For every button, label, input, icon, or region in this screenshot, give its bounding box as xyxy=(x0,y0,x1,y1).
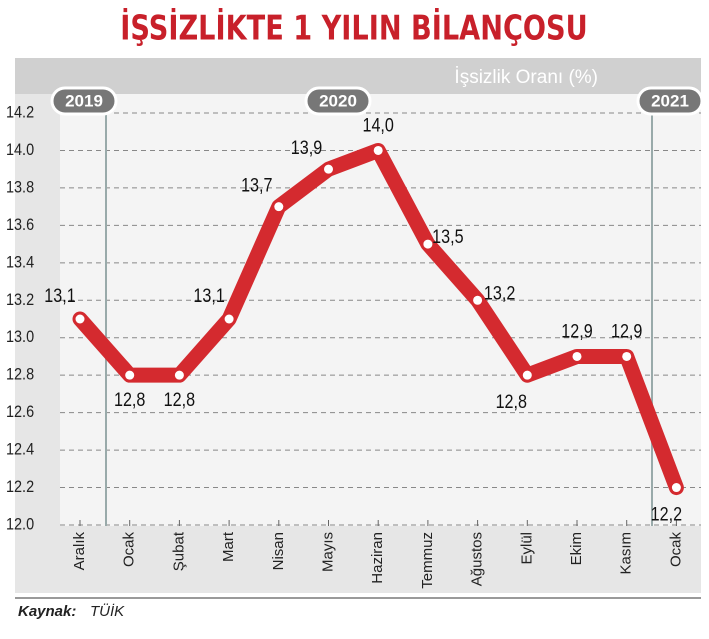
point xyxy=(125,370,135,380)
x-tick-label: Haziran xyxy=(369,532,386,584)
point xyxy=(622,351,632,361)
x-tick-label: Kasım xyxy=(618,532,635,575)
source: TÜİK xyxy=(90,602,125,620)
year-badge xyxy=(636,86,704,116)
point xyxy=(224,314,234,324)
value-label: 14,0 xyxy=(362,114,394,136)
x-tick-label: Ocak xyxy=(121,532,138,568)
year-label: 2019 xyxy=(65,91,103,110)
y-tick-label: 12.8 xyxy=(6,366,34,384)
value-label: 13,1 xyxy=(44,285,75,307)
y-tick-label: 13.4 xyxy=(6,253,34,271)
y-tick-label: 14.2 xyxy=(6,103,34,121)
y-tick-label: 13.8 xyxy=(6,178,34,196)
x-tick-label: Mayıs xyxy=(319,532,336,572)
value-label: 13,2 xyxy=(484,282,515,304)
point xyxy=(75,314,85,324)
value-label: 13,1 xyxy=(193,285,224,307)
x-tick-label: Şubat xyxy=(170,531,187,571)
point xyxy=(572,351,582,361)
value-label: 13,7 xyxy=(241,174,272,196)
source-label: Kaynak: xyxy=(18,603,76,620)
x-tick-label: Ağustos xyxy=(469,532,486,586)
subtitle: İşsizlik Oranı (%) xyxy=(454,67,598,88)
x-tick-label: Temmuz xyxy=(419,532,436,589)
value-label: 12,9 xyxy=(561,320,592,342)
point xyxy=(671,483,681,493)
y-tick-label: 13.2 xyxy=(6,291,34,309)
y-tick-label: 13.0 xyxy=(6,328,34,346)
x-tick-label: Ekim xyxy=(568,532,585,565)
y-tick-label: 12.2 xyxy=(6,478,34,496)
y-tick-label: 12.0 xyxy=(6,515,34,533)
point xyxy=(423,239,433,249)
value-label: 12,8 xyxy=(114,389,146,411)
point xyxy=(174,370,184,380)
value-label: 13,5 xyxy=(432,226,464,248)
year-label: 2021 xyxy=(651,91,689,110)
y-tick-label: 14.0 xyxy=(6,141,34,159)
point xyxy=(373,145,383,155)
x-tick-label: Ocak xyxy=(667,532,684,568)
y-tick-label: 12.4 xyxy=(6,441,34,459)
value-label: 12,9 xyxy=(611,320,642,342)
x-tick-label: Aralık xyxy=(71,532,88,571)
value-label: 13,9 xyxy=(291,137,322,159)
x-tick-label: Mart xyxy=(220,531,237,562)
value-label: 12,8 xyxy=(164,389,196,411)
chart-title: İŞSİZLİKTE 1 YILIN BİLANÇOSU xyxy=(120,8,587,48)
point xyxy=(473,295,483,305)
x-tick-label: Nisan xyxy=(270,532,287,570)
x-tick-label: Eylül xyxy=(518,532,535,565)
year-badge xyxy=(304,86,372,116)
year-label: 2020 xyxy=(319,91,357,110)
year-badge xyxy=(50,86,118,116)
point xyxy=(522,370,532,380)
y-tick-label: 13.6 xyxy=(6,216,34,234)
point xyxy=(324,164,333,174)
point xyxy=(274,202,284,212)
value-label: 12,8 xyxy=(496,391,528,413)
value-label: 12,2 xyxy=(651,503,682,525)
y-tick-label: 12.6 xyxy=(6,403,34,421)
